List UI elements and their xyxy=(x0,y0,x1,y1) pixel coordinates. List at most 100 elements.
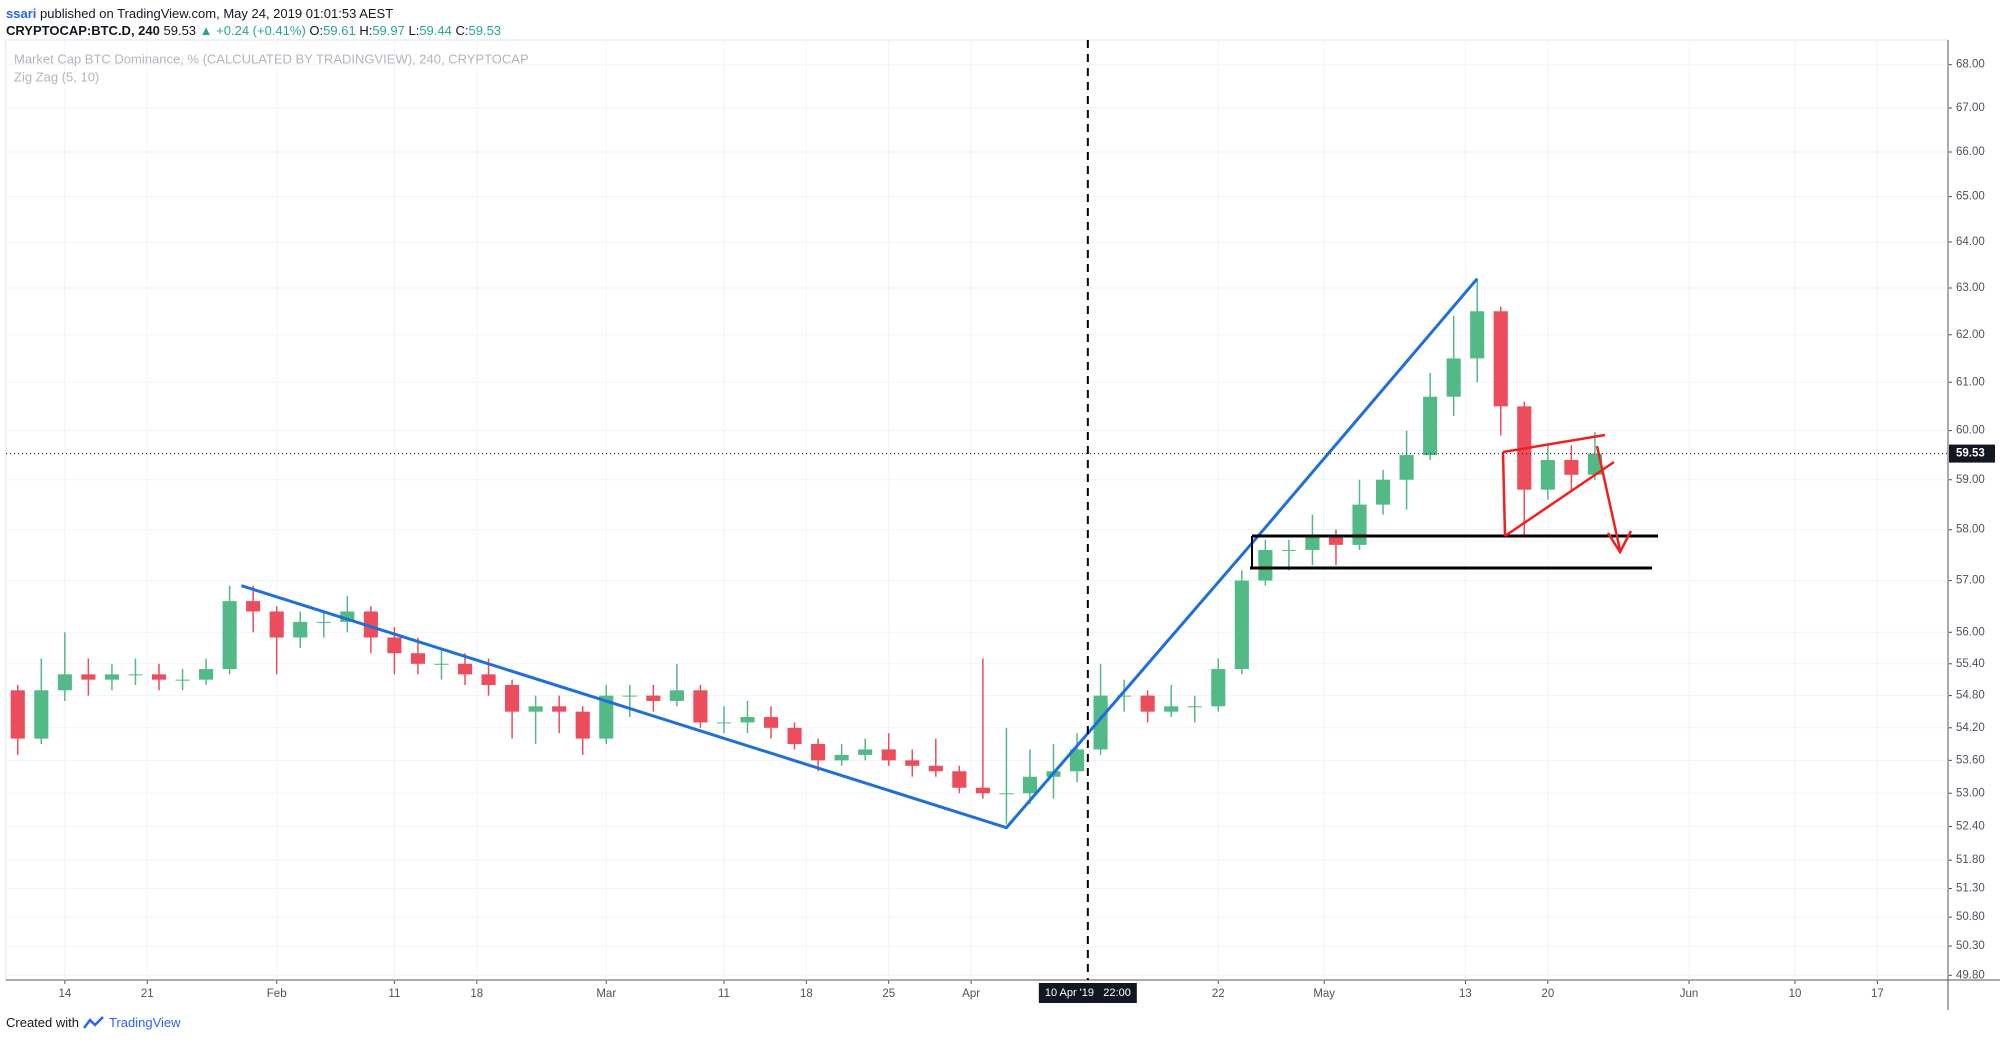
y-tick-label: 54.20 xyxy=(1956,722,1985,734)
x-tick-label: 18 xyxy=(470,988,483,1000)
footer-text: Created with xyxy=(6,1015,79,1030)
triangle-line xyxy=(1502,433,1606,454)
candle-body xyxy=(316,621,331,623)
candle-body xyxy=(293,621,308,638)
candle-body xyxy=(199,669,214,680)
candle-body xyxy=(57,674,72,691)
y-tick-label: 65.00 xyxy=(1956,191,1985,203)
y-tick-label: 66.00 xyxy=(1956,146,1985,158)
publish-line: ssari published on TradingView.com, May … xyxy=(6,5,501,22)
y-tick-label: 53.00 xyxy=(1956,787,1985,799)
candle-body xyxy=(481,674,496,685)
triangle-line xyxy=(1501,451,1507,537)
candle-body xyxy=(693,690,708,723)
crosshair-label-box xyxy=(1038,983,1137,1003)
candle-body xyxy=(1540,459,1555,490)
x-tick-label: 25 xyxy=(882,988,895,1000)
ohlc-label: C: xyxy=(455,23,469,38)
candle-body xyxy=(104,674,119,680)
candle-body xyxy=(151,674,167,680)
candle-body xyxy=(10,690,25,739)
candle-body xyxy=(81,674,96,680)
x-tick-label: 14 xyxy=(58,988,71,1000)
candle-body xyxy=(434,663,449,665)
ohlc-label: L: xyxy=(408,23,420,38)
triangle-line xyxy=(1504,460,1615,538)
x-tick-label: Mar xyxy=(596,988,616,1000)
x-tick-label: Apr xyxy=(962,988,980,1000)
candle-body xyxy=(858,749,873,755)
candle-body xyxy=(1423,396,1438,456)
candle-body xyxy=(599,695,614,739)
candle-body xyxy=(1234,580,1249,670)
y-tick-label: 50.80 xyxy=(1956,911,1985,923)
y-tick-label: 52.40 xyxy=(1956,821,1985,833)
candle-body xyxy=(410,653,426,664)
x-tick-label: 22 xyxy=(1212,988,1225,1000)
arrow-shaft xyxy=(1595,445,1622,551)
zigzag-line xyxy=(240,277,1479,830)
y-tick-label: 59.00 xyxy=(1956,474,1985,486)
x-tick-label: May xyxy=(1313,988,1335,1000)
ohlc: O:59.61 H:59.97 L:59.44 C:59.53 xyxy=(309,23,501,38)
price: 59.53 xyxy=(163,23,197,38)
grid-layer: 68.00 67.00 66.00 65.00 64.00 63.00 62.00 61.00… xyxy=(5,39,2000,1010)
ohlc-value: 59.53 xyxy=(468,23,502,38)
candle-body xyxy=(1470,311,1485,359)
y-tick-label: 53.60 xyxy=(1956,754,1985,766)
candle-body xyxy=(128,674,143,676)
x-tick-label: Feb xyxy=(267,988,287,1000)
y-tick-label: 62.00 xyxy=(1956,329,1985,341)
candle-body xyxy=(505,684,520,712)
candle-body xyxy=(269,611,284,638)
series-legend: Market Cap BTC Dominance, % (CALCULATED … xyxy=(14,51,529,66)
crosshair-date: 10 Apr '19 xyxy=(1045,987,1094,999)
logo xyxy=(82,1015,104,1029)
footer-brand[interactable]: TradingView xyxy=(108,1015,181,1030)
ohlc-value: 59.97 xyxy=(372,23,405,38)
candle-body xyxy=(222,601,237,670)
candle-body xyxy=(340,611,355,622)
candle-body xyxy=(1446,358,1461,397)
candle-body xyxy=(1399,455,1414,480)
y-tick-label: 49.80 xyxy=(1956,969,1985,981)
y-tick-label: 58.00 xyxy=(1956,524,1985,536)
x-tick-label: Jun xyxy=(1680,988,1699,1000)
candle-body xyxy=(575,711,590,739)
candle-body xyxy=(763,717,779,728)
candle-body xyxy=(528,706,543,712)
chart: 68.00 67.00 66.00 65.00 64.00 63.00 62.00 61.00… xyxy=(5,39,2000,1010)
candle-body xyxy=(1258,549,1273,581)
x-tick-label: 10 xyxy=(1789,988,1802,1000)
y-tick-label: 51.80 xyxy=(1956,854,1985,866)
candle-body xyxy=(1211,669,1226,707)
candle-body xyxy=(1305,534,1320,550)
candle-body xyxy=(387,637,402,654)
candle-body xyxy=(363,611,378,638)
x-tick-label: 20 xyxy=(1541,988,1554,1000)
y-tick-label: 61.00 xyxy=(1956,376,1985,388)
y-tick-label: 60.00 xyxy=(1956,425,1985,437)
symbol-line: CRYPTOCAP:BTC.D, 240 59.53 ▲ +0.24 (+0.4… xyxy=(6,22,501,39)
author[interactable]: ssari xyxy=(6,6,37,21)
published: published on TradingView.com, May 24, 20… xyxy=(40,6,394,21)
arrow-head xyxy=(1606,530,1633,555)
candle-body xyxy=(1328,534,1344,545)
last-price-label: 59.53 xyxy=(1956,448,1985,460)
footer: Created with TradingView xyxy=(6,1015,181,1030)
candle-body xyxy=(246,601,261,612)
candle-body xyxy=(716,722,732,724)
candle-body xyxy=(975,787,990,794)
candle-body xyxy=(1375,479,1391,505)
drawings xyxy=(1250,433,1658,570)
ohlc-label: H: xyxy=(359,23,373,38)
indicator-legend: Zig Zag (5, 10) xyxy=(14,69,99,84)
plot-area xyxy=(5,39,1949,981)
candle-body xyxy=(834,754,849,761)
y-tick-label: 64.00 xyxy=(1956,236,1985,248)
candle-body xyxy=(952,771,967,788)
candle-body xyxy=(1281,549,1296,551)
y-tick-label: 50.30 xyxy=(1956,940,1985,952)
y-tick-label: 55.40 xyxy=(1956,658,1985,670)
candle-body xyxy=(1069,749,1085,772)
